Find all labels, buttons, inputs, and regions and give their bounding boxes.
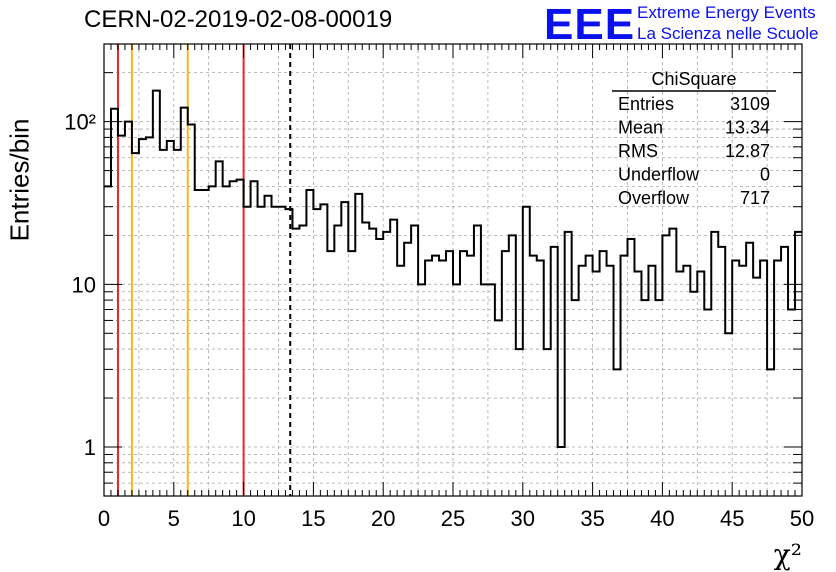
x-tick-label: 50 [790,506,814,531]
x-axis-label: χ² [773,538,802,571]
stats-label: RMS [618,141,658,161]
x-tick-label: 25 [441,506,465,531]
histogram-series [104,89,802,449]
stats-value: 717 [740,188,770,208]
stats-value: 3109 [730,94,770,114]
x-tick-label: 35 [580,506,604,531]
y-tick-label: 1 [84,435,96,460]
x-tick-label: 30 [511,506,535,531]
stats-label: Entries [618,94,674,114]
chart-title: CERN-02-2019-02-08-00019 [84,6,393,33]
x-tick-label: 5 [168,506,180,531]
y-tick-label: 10 [72,272,96,297]
logo-text-line1: Extreme Energy Events [637,3,816,22]
stats-label: Overflow [618,188,690,208]
stats-value: 0 [760,165,770,185]
x-tick-label: 15 [301,506,325,531]
stats-title: ChiSquare [651,69,736,89]
eee-logo: EEE [544,0,636,49]
y-tick-label: 10² [64,110,96,135]
stats-value: 13.34 [725,118,770,138]
stats-label: Underflow [618,165,700,185]
x-tick-label: 10 [231,506,255,531]
stats-label: Mean [618,118,663,138]
x-tick-label: 20 [371,506,395,531]
x-tick-label: 40 [650,506,674,531]
x-tick-label: 45 [720,506,744,531]
stats-value: 12.87 [725,141,770,161]
x-tick-label: 0 [98,506,110,531]
logo-text-line2: La Scienza nelle Scuole [637,24,819,43]
